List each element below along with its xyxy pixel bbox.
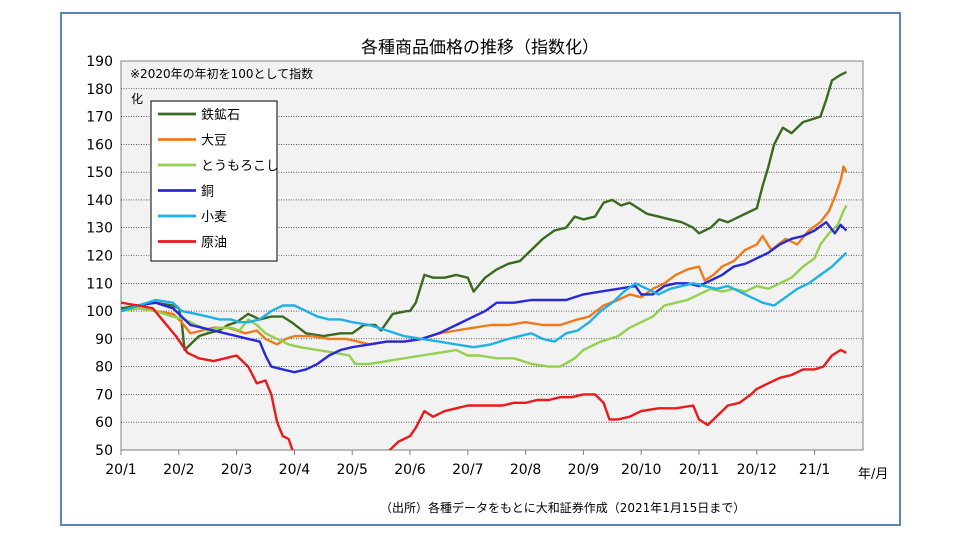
y-tick-label: 160 — [86, 137, 113, 153]
y-tick-label: 120 — [86, 249, 113, 265]
x-tick-label: 20/1 — [105, 462, 136, 478]
y-tick-label: 60 — [95, 415, 113, 431]
x-tick-label: 20/7 — [452, 462, 483, 478]
legend-label: 大豆 — [201, 134, 227, 149]
x-tick-label: 20/9 — [568, 462, 599, 478]
x-tick-label: 20/12 — [737, 462, 777, 478]
x-tick-label: 20/2 — [163, 462, 194, 478]
y-tick-label: 150 — [86, 165, 113, 181]
y-tick-label: 130 — [86, 221, 113, 237]
legend-box — [150, 100, 278, 262]
y-tick-label: 140 — [86, 193, 113, 209]
x-tick-label: 20/11 — [679, 462, 719, 478]
series-line-4 — [121, 220, 848, 374]
source-note: （出所）各種データをもとに大和証券作成（2021年1月15日まで） — [380, 501, 746, 515]
series-line-1 — [121, 71, 847, 352]
series-line-2 — [121, 165, 848, 346]
legend-label: とうもろこし — [201, 159, 279, 174]
x-tick-label: 20/5 — [336, 462, 367, 478]
y-tick-label: 100 — [86, 304, 113, 320]
x-axis-unit: 年/月 — [858, 467, 888, 482]
x-tick-label: 20/8 — [510, 462, 541, 478]
x-tick-label: 20/4 — [279, 462, 311, 478]
y-tick-label: 170 — [86, 110, 113, 126]
y-tick-label: 180 — [86, 82, 113, 98]
y-tick-label: 50 — [95, 443, 113, 459]
x-tick-label: 21/1 — [799, 462, 830, 478]
legend-label: 小麦 — [201, 210, 227, 225]
legend-label: 鉄鉱石 — [201, 107, 240, 123]
series-line-5 — [121, 251, 848, 349]
y-tick-label: 110 — [86, 276, 113, 292]
y-tick-label: 90 — [95, 332, 113, 348]
chart-note: ※2020年の年初を100として指数 — [130, 66, 313, 81]
series-line-6 — [121, 301, 847, 450]
y-tick-label: 190 — [86, 54, 113, 70]
chart-title: 各種商品価格の推移（指数化） — [361, 38, 599, 58]
legend-label: 銅 — [201, 185, 214, 200]
x-tick-label: 20/6 — [394, 462, 426, 478]
x-tick-label: 20/10 — [621, 462, 661, 478]
y-tick-label: 70 — [95, 387, 113, 403]
y-axis-unit: 化 — [131, 92, 143, 106]
legend-label: 原油 — [201, 236, 227, 251]
y-tick-label: 80 — [95, 360, 113, 376]
x-tick-label: 20/3 — [221, 462, 252, 478]
